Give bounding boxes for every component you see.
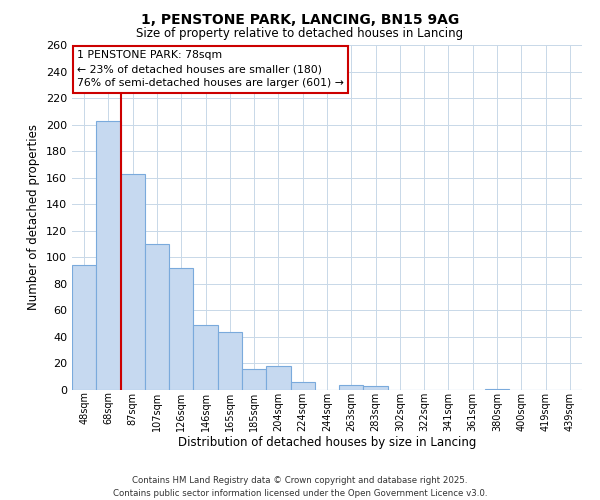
Bar	[266, 366, 290, 390]
Bar	[290, 382, 315, 390]
Bar	[121, 174, 145, 390]
Text: 1, PENSTONE PARK, LANCING, BN15 9AG: 1, PENSTONE PARK, LANCING, BN15 9AG	[141, 12, 459, 26]
Bar	[485, 388, 509, 390]
Bar	[72, 266, 96, 390]
Bar	[193, 325, 218, 390]
Bar	[218, 332, 242, 390]
Text: Contains HM Land Registry data © Crown copyright and database right 2025.
Contai: Contains HM Land Registry data © Crown c…	[113, 476, 487, 498]
Bar	[96, 120, 121, 390]
X-axis label: Distribution of detached houses by size in Lancing: Distribution of detached houses by size …	[178, 436, 476, 450]
Bar	[169, 268, 193, 390]
Y-axis label: Number of detached properties: Number of detached properties	[28, 124, 40, 310]
Text: 1 PENSTONE PARK: 78sqm
← 23% of detached houses are smaller (180)
76% of semi-de: 1 PENSTONE PARK: 78sqm ← 23% of detached…	[77, 50, 344, 88]
Bar	[364, 386, 388, 390]
Text: Size of property relative to detached houses in Lancing: Size of property relative to detached ho…	[136, 28, 464, 40]
Bar	[242, 369, 266, 390]
Bar	[145, 244, 169, 390]
Bar	[339, 384, 364, 390]
